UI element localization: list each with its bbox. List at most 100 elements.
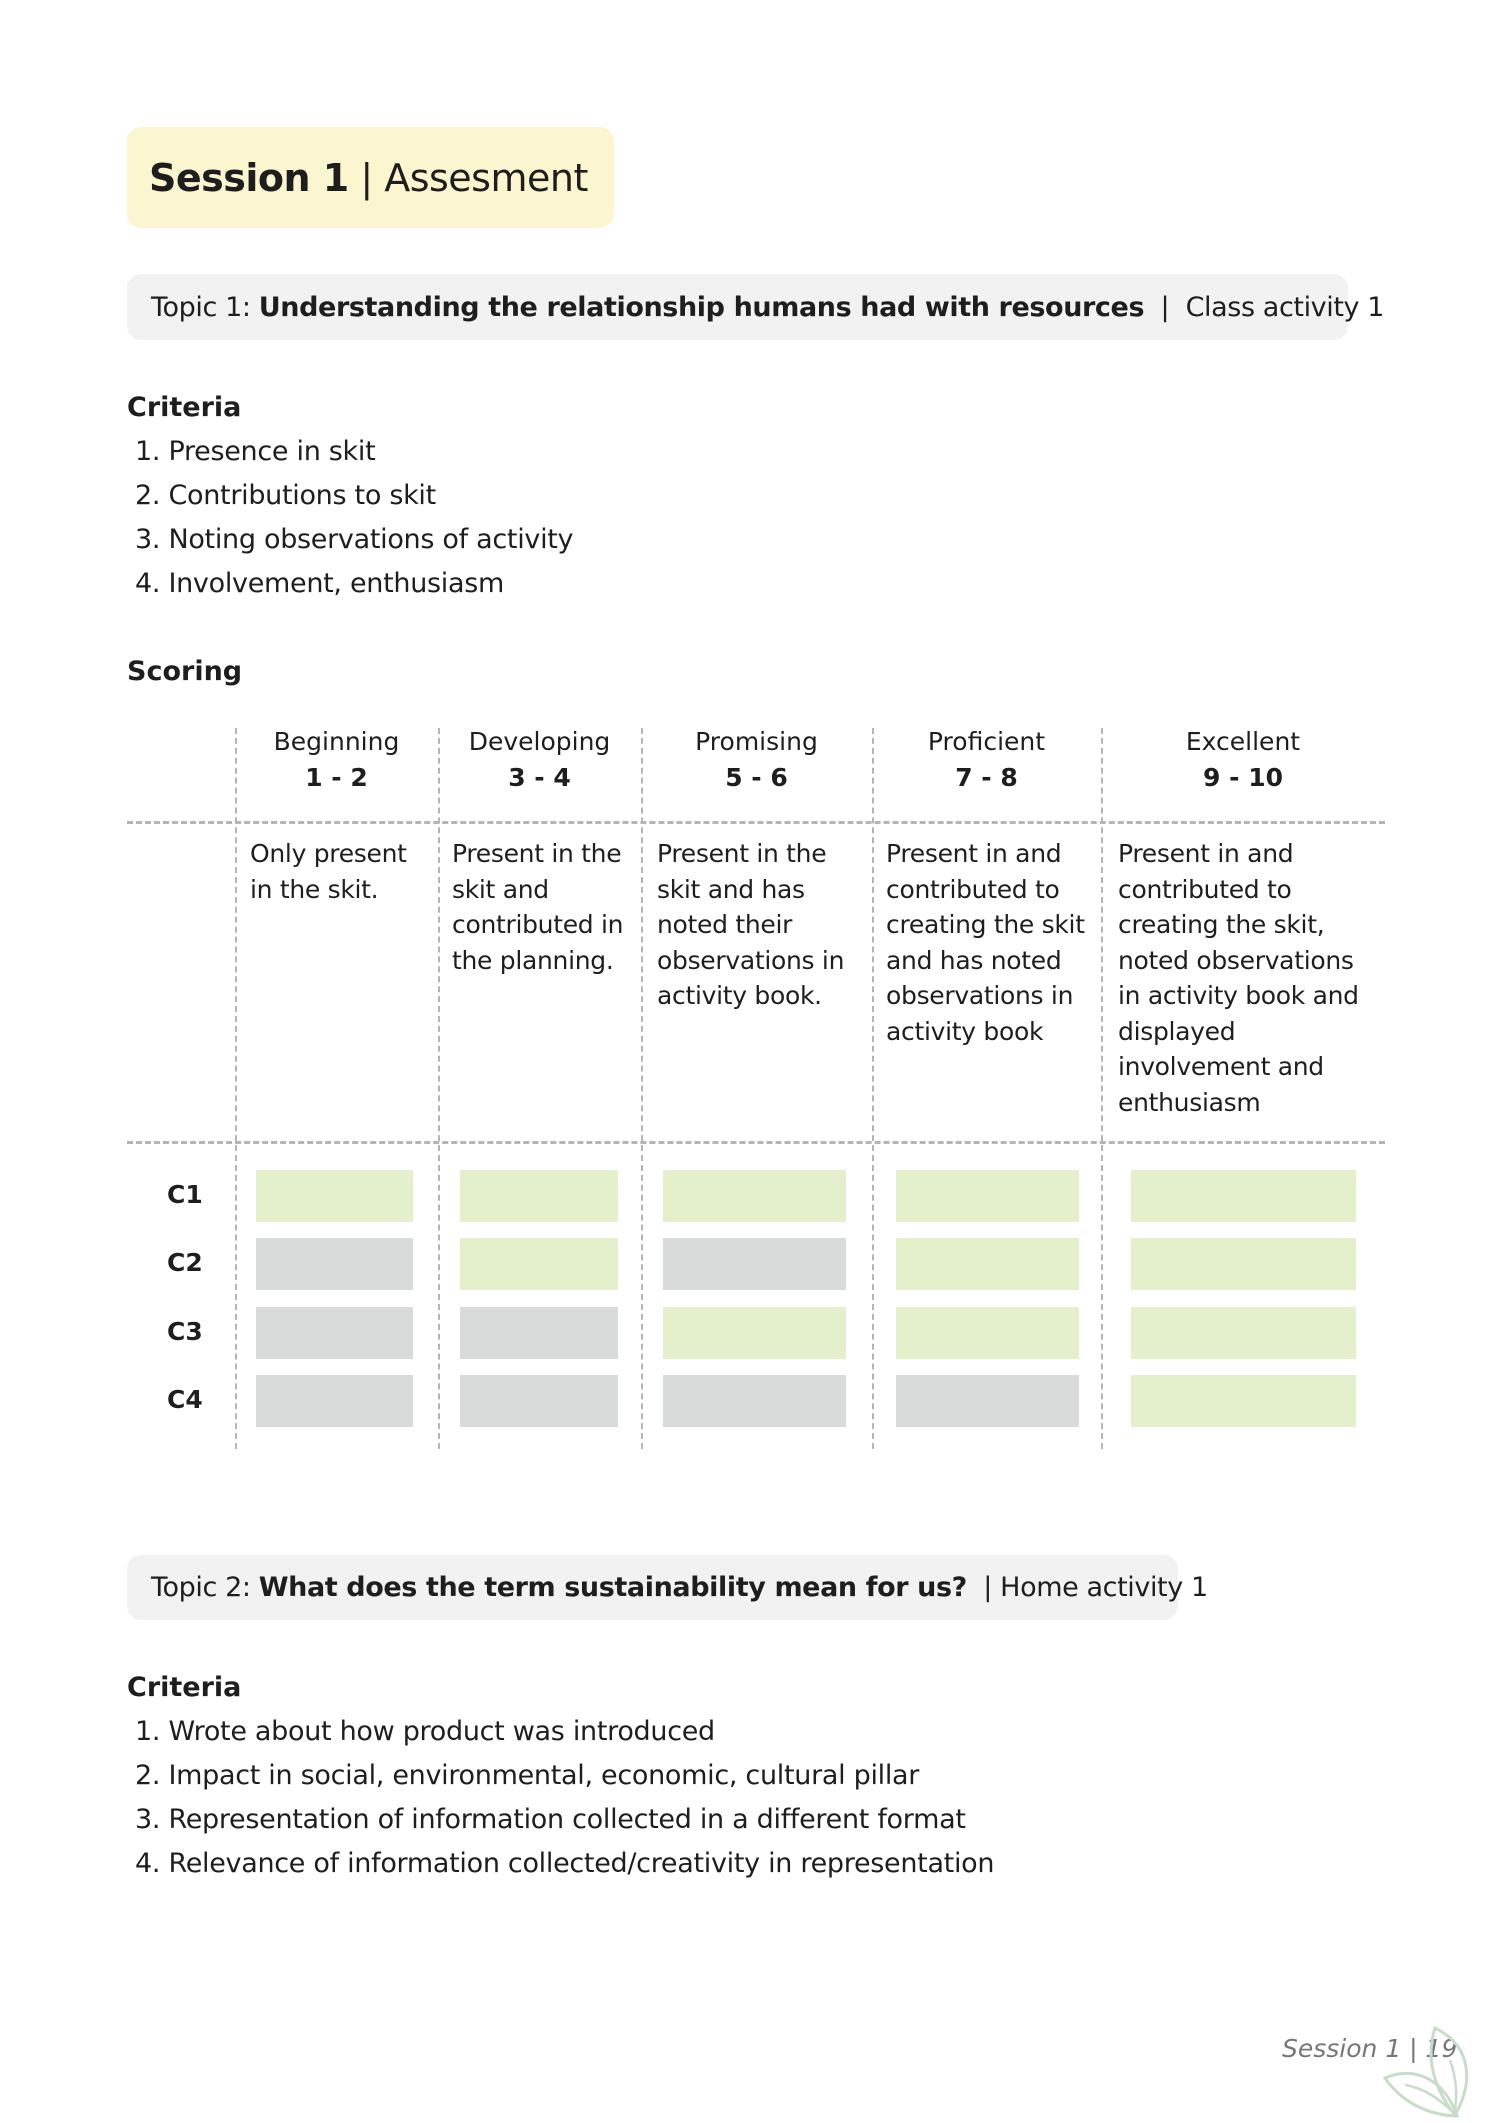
session-label: Session 1: [149, 155, 349, 200]
criteria-list: 1. Wrote about how product was introduce…: [135, 1710, 995, 1886]
score-cell-filled: [460, 1170, 618, 1222]
topic-activity: Class activity 1: [1185, 291, 1385, 323]
description-line: the planning.: [452, 945, 614, 975]
column-divider: [438, 728, 440, 1449]
description-line: creating the skit: [886, 910, 1085, 939]
topic-activity: Home activity 1: [1000, 1572, 1208, 1603]
description-line: in the skit.: [250, 874, 379, 904]
section-label: | Assesment: [360, 155, 588, 200]
criteria-item: 2. Contributions to skit: [135, 480, 436, 511]
score-cell-empty: [256, 1238, 413, 1290]
description-line: Present in the: [452, 839, 622, 868]
topic-title: Understanding the relationship humans ha…: [258, 291, 1145, 323]
score-cell-filled: [256, 1170, 413, 1222]
criteria-item: 1. Wrote about how product was introduce…: [135, 1716, 715, 1747]
score-cell-empty: [460, 1375, 618, 1427]
description-line: activity book.: [657, 981, 822, 1010]
level-name: Excellent: [1185, 727, 1301, 756]
score-cell-empty: [256, 1307, 413, 1359]
column-divider: [235, 728, 237, 1449]
page-footer: Session 1 | 19: [1282, 2034, 1458, 2063]
criteria-item: 1. Presence in skit: [135, 436, 376, 467]
topic-prefix: Topic 1:: [151, 291, 251, 323]
level-name: Beginning: [273, 727, 400, 756]
description-line: contributed to: [1118, 874, 1292, 904]
description-line: Present in and: [1118, 839, 1294, 868]
criterion-label: C3: [167, 1317, 203, 1346]
description-line: activity book: [886, 1016, 1044, 1046]
description-line: skit and: [452, 874, 549, 904]
separator: |: [1160, 291, 1170, 323]
criteria-list: 1. Presence in skit 2. Contributions to …: [135, 430, 574, 606]
topic-title: What does the term sustainability mean f…: [258, 1572, 968, 1603]
level-header: Proficient 7 - 8: [872, 724, 1101, 796]
description-line: contributed in: [452, 910, 624, 939]
level-description: Present in the skit and has noted their obs…: [657, 836, 844, 1014]
score-cell-filled: [460, 1238, 618, 1290]
level-range: 9 - 10: [1203, 763, 1283, 792]
description-line: creating the skit,: [1118, 910, 1325, 939]
separator: |: [983, 1572, 992, 1603]
description-line: Present in the: [657, 839, 827, 868]
level-range: 3 - 4: [508, 763, 571, 792]
level-header: Promising 5 - 6: [641, 724, 872, 796]
criteria-item: 4. Involvement, enthusiasm: [135, 568, 505, 599]
description-line: contributed to: [886, 874, 1060, 904]
description-line: in activity book and: [1118, 981, 1359, 1010]
score-cell-filled: [663, 1170, 846, 1222]
level-description: Present in and contributed to creating the…: [1118, 836, 1359, 1120]
criterion-label: C1: [167, 1180, 203, 1209]
topic-2-banner: Topic 2: What does the term sustainabili…: [127, 1555, 1208, 1620]
description-line: involvement and: [1118, 1052, 1324, 1081]
level-name: Proficient: [927, 727, 1046, 756]
level-name: Developing: [468, 727, 611, 756]
score-cell-empty: [663, 1375, 846, 1427]
criterion-label: C4: [167, 1385, 203, 1414]
topic-1-banner: Topic 1: Understanding the relationship …: [127, 274, 1384, 340]
score-cell-filled: [1131, 1307, 1356, 1359]
level-header: Beginning 1 - 2: [235, 724, 438, 796]
score-cell-empty: [256, 1375, 413, 1427]
description-line: noted observations: [1118, 945, 1354, 975]
score-cell-filled: [896, 1170, 1079, 1222]
row-divider: [127, 821, 1385, 824]
level-description: Present in the skit and contributed in the …: [452, 836, 624, 978]
score-cell-filled: [896, 1238, 1079, 1290]
criteria-item: 2. Impact in social, environmental, econ…: [135, 1760, 920, 1791]
description-line: enthusiasm: [1118, 1087, 1261, 1117]
level-range: 5 - 6: [725, 763, 788, 792]
scoring-heading: Scoring: [127, 656, 243, 687]
level-header: Excellent 9 - 10: [1101, 724, 1385, 796]
criteria-item: 3. Noting observations of activity: [135, 524, 574, 555]
score-cell-filled: [896, 1307, 1079, 1359]
description-line: displayed: [1118, 1016, 1236, 1046]
score-cell-empty: [460, 1307, 618, 1359]
level-name: Promising: [695, 727, 818, 756]
description-line: Present in and: [886, 839, 1062, 868]
column-divider: [641, 728, 643, 1449]
level-description: Present in and contributed to creating the…: [886, 836, 1085, 1049]
score-cell-empty: [663, 1238, 846, 1290]
criteria-item: 4. Relevance of information collected/cr…: [135, 1848, 995, 1879]
topic-prefix: Topic 2:: [151, 1572, 251, 1603]
description-line: noted their: [657, 910, 793, 939]
session-title: Session 1 | Assesment: [127, 127, 614, 228]
criterion-label: C2: [167, 1248, 203, 1277]
score-cell-filled: [1131, 1238, 1356, 1290]
score-cell-empty: [896, 1375, 1079, 1427]
description-line: and has noted: [886, 945, 1062, 975]
score-cell-filled: [1131, 1375, 1356, 1427]
column-divider: [872, 728, 874, 1449]
column-divider: [1101, 728, 1103, 1449]
criteria-item: 3. Representation of information collect…: [135, 1804, 966, 1835]
level-description: Only present in the skit.: [250, 836, 407, 907]
criteria-heading: Criteria: [127, 1672, 242, 1703]
criteria-heading: Criteria: [127, 392, 242, 423]
description-line: observations in: [657, 945, 845, 975]
level-range: 7 - 8: [955, 763, 1018, 792]
row-divider: [127, 1141, 1385, 1144]
level-header: Developing 3 - 4: [438, 724, 641, 796]
description-line: observations in: [886, 981, 1074, 1010]
score-cell-filled: [1131, 1170, 1356, 1222]
description-line: Only present: [250, 839, 407, 868]
